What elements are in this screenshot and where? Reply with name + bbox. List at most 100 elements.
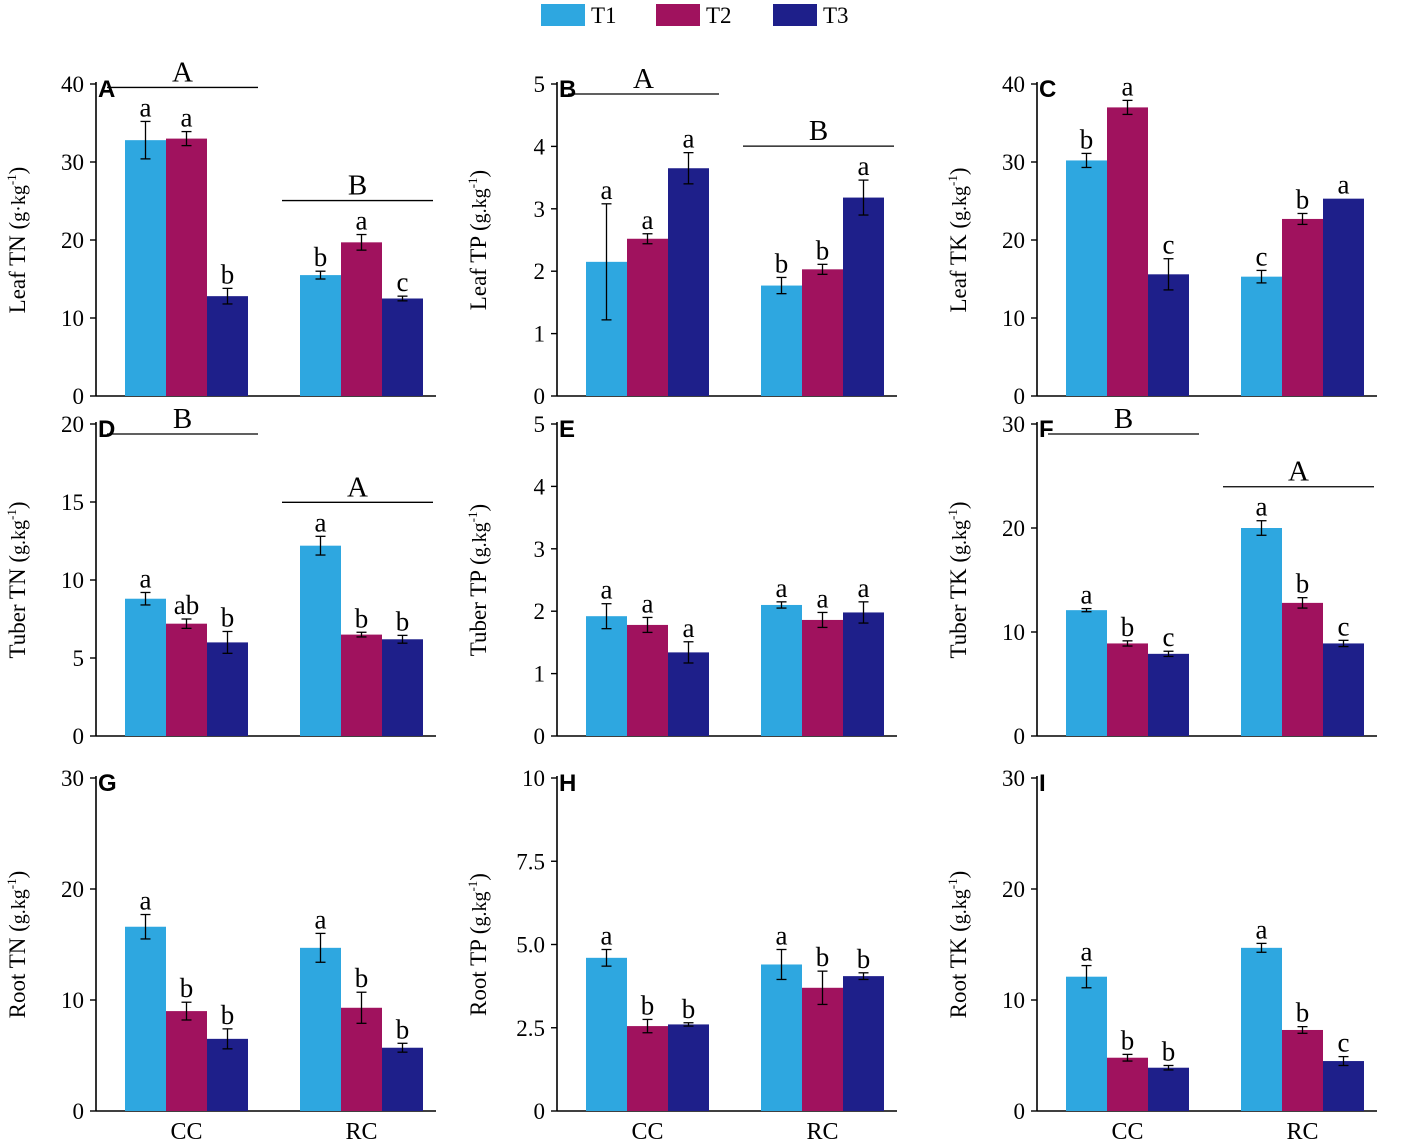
significance-letter: b (857, 944, 871, 974)
y-axis-label: Tuber TP (g.kg-1) (465, 504, 491, 656)
y-tick-label: 0 (1014, 1099, 1026, 1124)
significance-letter: a (1256, 914, 1268, 944)
significance-letter: c (1163, 622, 1175, 652)
bar-t2-cc (627, 624, 668, 736)
y-tick-label: 5.0 (516, 933, 545, 958)
bar-t2-cc (166, 138, 207, 396)
y-axis-label: Root TP (g.kg-1) (465, 873, 491, 1016)
significance-letter: c (1338, 611, 1350, 641)
bar-t1-rc (1241, 276, 1282, 396)
y-axis-label-main: Tuber TN ( (5, 555, 30, 659)
significance-letter: ab (174, 590, 199, 620)
significance-letter: a (1256, 492, 1268, 522)
significance-letter: b (816, 942, 830, 972)
panel-letter: E (559, 416, 575, 443)
y-axis-label: Tuber TN (g.kg-1) (4, 501, 30, 658)
significance-letter: c (1163, 230, 1175, 260)
significance-letter: a (601, 575, 613, 605)
significance-letter: a (642, 588, 654, 618)
significance-letter: a (776, 573, 788, 603)
y-tick-label: 20 (1002, 877, 1025, 902)
y-axis-label-unit: g.kg (949, 186, 971, 221)
significance-letter: a (140, 563, 152, 593)
bar-t3-cc (207, 642, 248, 736)
significance-letter: b (1296, 569, 1310, 599)
significance-letter: a (315, 507, 327, 537)
bar-t2-cc (166, 623, 207, 736)
bar-t2-cc (1107, 107, 1148, 397)
y-tick-label: 20 (61, 877, 84, 902)
legend-label-t3: T3 (823, 3, 849, 28)
significance-letter: a (140, 886, 152, 916)
y-tick-label: 7.5 (516, 849, 545, 874)
significance-letter: a (1122, 71, 1134, 101)
y-axis-label-main: Tuber TP ( (466, 557, 491, 656)
panel-letter: H (559, 770, 576, 797)
significance-letter: c (397, 267, 409, 297)
significance-letter: a (601, 920, 613, 950)
y-tick-label: 0 (534, 724, 546, 749)
bar-t2-cc (627, 238, 668, 396)
bar-t1-rc (761, 285, 802, 396)
y-axis-label-close: ) (946, 501, 971, 509)
significance-letter: a (315, 904, 327, 934)
y-axis-label-unit: g.kg (949, 520, 971, 555)
y-axis-label-main: Leaf TK ( (946, 221, 971, 313)
y-axis-label-unit: g.kg (469, 188, 491, 223)
significance-letter: b (355, 963, 369, 993)
y-tick-label: 30 (1002, 150, 1025, 175)
y-axis-label-close: ) (946, 871, 971, 879)
y-tick-label: 30 (1002, 766, 1025, 791)
significance-letter: b (816, 235, 830, 265)
bar-t3-rc (1323, 1061, 1364, 1111)
group-label: B (348, 170, 367, 202)
panel-letter: I (1039, 770, 1046, 797)
group-label: A (347, 471, 368, 503)
significance-letter: b (1121, 1025, 1135, 1055)
group-label: B (173, 403, 192, 435)
bar-t1-cc (125, 598, 166, 736)
bar-t3-rc (843, 976, 884, 1111)
bar-t1-cc (1066, 610, 1107, 736)
significance-letter: b (641, 990, 655, 1020)
significance-letter: a (858, 573, 870, 603)
bar-t2-cc (627, 1026, 668, 1111)
y-axis-label: Leaf TP (g.kg-1) (465, 170, 491, 310)
y-tick-label: 5 (534, 72, 546, 97)
y-axis-label-main: Tuber TK ( (946, 555, 971, 659)
significance-letter: a (858, 151, 870, 181)
legend-label-t2: T2 (706, 3, 732, 28)
significance-letter: c (1338, 1028, 1350, 1058)
bar-t3-rc (382, 298, 423, 396)
y-axis-label-close: ) (946, 167, 971, 175)
significance-letter: a (1081, 937, 1093, 967)
bar-t1-rc (761, 604, 802, 736)
bar-t3-cc (207, 1038, 248, 1111)
bar-t3-rc (382, 639, 423, 736)
bar-t3-rc (843, 197, 884, 396)
y-tick-label: 4 (534, 134, 546, 159)
y-axis-label-unit: g.kg (469, 892, 491, 927)
y-tick-label: 20 (61, 228, 84, 253)
y-axis-label-exp: -1 (465, 881, 480, 892)
bar-t1-rc (1241, 947, 1282, 1111)
y-axis-label-exp: -1 (4, 509, 19, 520)
y-axis-label-exp: -1 (4, 174, 19, 185)
bar-t2-rc (1282, 602, 1323, 736)
significance-letter: a (356, 206, 368, 236)
y-axis-label: Root TK (g.kg-1) (945, 871, 971, 1019)
x-tick-label: CC (1111, 1119, 1143, 1145)
y-tick-label: 0 (73, 384, 85, 409)
bar-t1-rc (300, 947, 341, 1111)
x-tick-label: RC (345, 1119, 377, 1145)
significance-letter: a (181, 103, 193, 133)
significance-letter: a (1081, 580, 1093, 610)
significance-letter: b (1296, 184, 1310, 214)
bar-t2-cc (1107, 643, 1148, 736)
